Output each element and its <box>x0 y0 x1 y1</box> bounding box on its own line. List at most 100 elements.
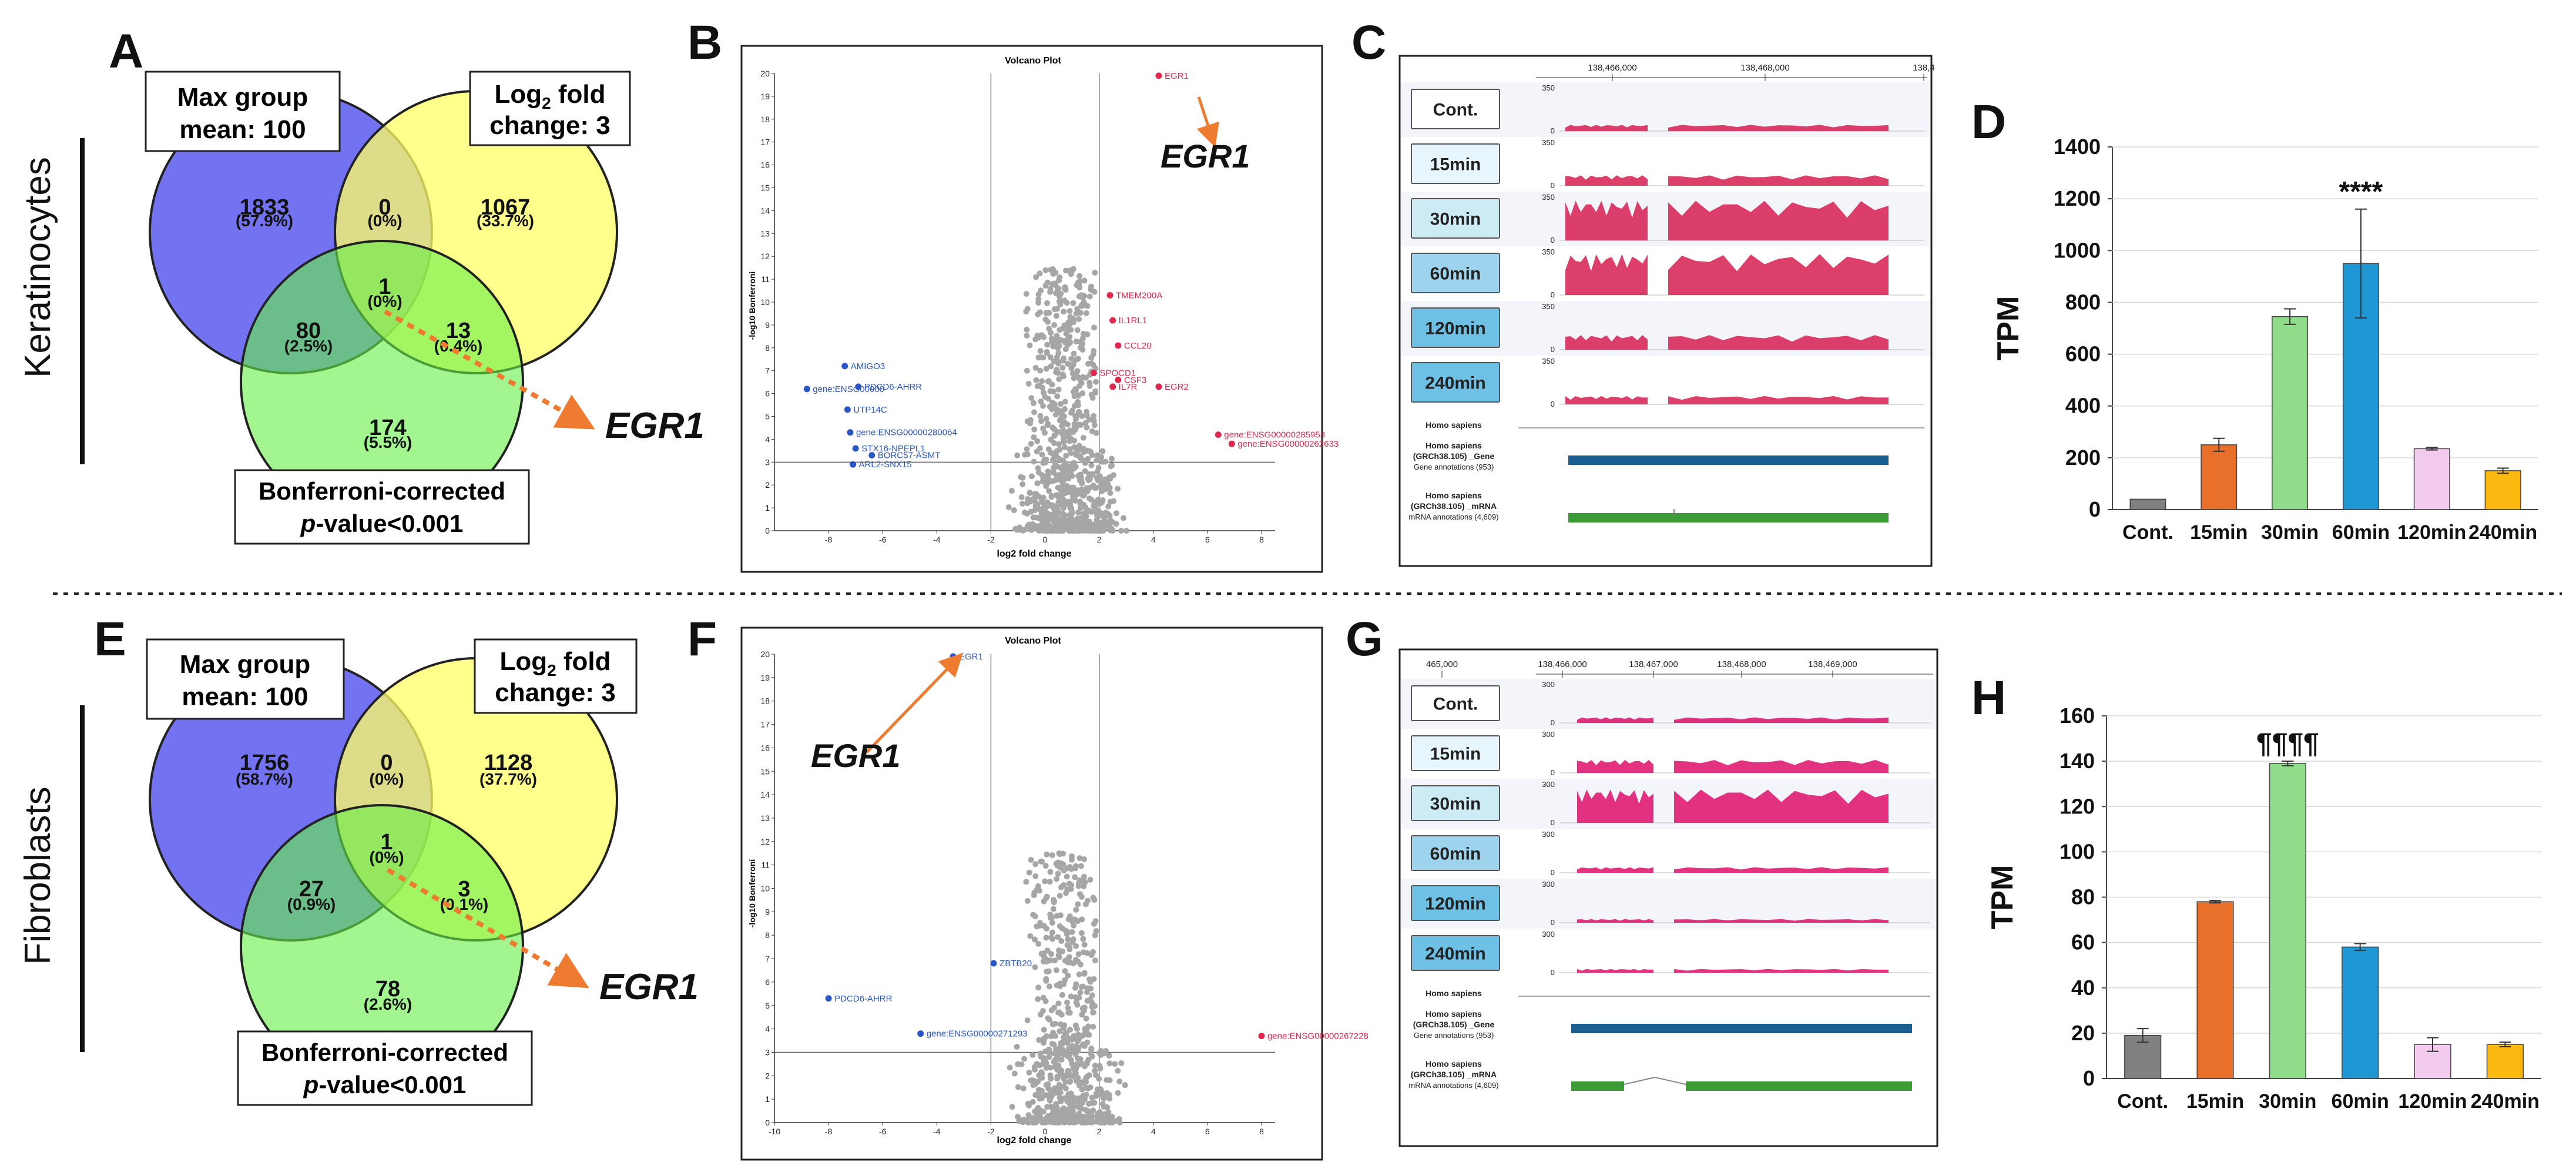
label-line: Max group <box>177 83 308 112</box>
background-point <box>1105 503 1112 510</box>
background-point <box>1042 878 1048 885</box>
background-point <box>1063 453 1069 459</box>
background-point <box>1071 350 1077 357</box>
background-point <box>1090 1024 1096 1030</box>
ruler-label: 138,468,000 <box>1740 63 1789 73</box>
y-tick-label: 16 <box>760 743 770 752</box>
background-point <box>1062 525 1069 532</box>
egr1-label: EGR1 <box>605 406 705 446</box>
background-point <box>1049 852 1055 859</box>
background-point <box>1051 898 1058 905</box>
background-point <box>1051 306 1058 313</box>
background-point <box>1042 1048 1048 1054</box>
background-point <box>1076 522 1083 528</box>
y-tick-label: 160 <box>2060 704 2095 728</box>
label-line: change: 3 <box>489 111 610 140</box>
background-point <box>1007 1064 1013 1071</box>
background-point <box>1058 938 1065 944</box>
region-count: 174 <box>369 416 406 440</box>
background-point <box>1046 522 1052 528</box>
background-point <box>1086 476 1093 483</box>
plot-frame <box>740 45 1323 573</box>
background-point <box>1047 354 1054 360</box>
coverage-peak <box>1674 717 1889 723</box>
background-point <box>1107 490 1113 496</box>
x-tick-label: 240min <box>2468 521 2537 544</box>
highlight-point <box>1228 440 1235 447</box>
y-tick-label: 600 <box>2065 342 2101 366</box>
y-tick-label: 4 <box>765 1024 770 1034</box>
background-point <box>1074 368 1081 374</box>
background-point <box>1049 406 1055 413</box>
highlight-point <box>803 386 810 393</box>
background-point <box>1079 1033 1086 1039</box>
ruler-label: 138,469,000 <box>1808 659 1857 669</box>
background-point <box>1058 1098 1064 1104</box>
point-label: CSF3 <box>1124 375 1146 385</box>
coverage-peak <box>1668 254 1889 295</box>
background-point <box>1033 274 1039 280</box>
annotation-arrow <box>866 652 963 753</box>
background-point <box>1070 936 1076 943</box>
highlight-point <box>1215 431 1222 438</box>
region-count: 1 <box>378 274 391 299</box>
track-zero-label: 0 <box>1551 768 1555 777</box>
background-point <box>1101 1095 1108 1101</box>
panel-label: D <box>1971 95 2006 149</box>
background-point <box>1072 527 1079 534</box>
background-point <box>1044 527 1050 534</box>
track-max-label: 350 <box>1542 247 1555 256</box>
background-point <box>1025 1112 1032 1118</box>
sample-label: 60min <box>1430 845 1481 864</box>
background-point <box>1018 474 1024 480</box>
background-point <box>1094 527 1100 534</box>
point-label: gene:ENSG00000262633 <box>1237 439 1339 449</box>
background-point <box>1088 508 1095 515</box>
background-point <box>1045 968 1052 974</box>
highlight-point <box>847 429 854 436</box>
x-tick-label: -6 <box>879 1127 887 1136</box>
y-tick-label: 17 <box>760 720 770 729</box>
y-tick-label: 2 <box>765 1071 770 1080</box>
background-point <box>1077 989 1084 996</box>
background-point <box>1105 481 1111 487</box>
background-point <box>1026 1069 1032 1076</box>
background-point <box>1043 483 1049 489</box>
background-point <box>1081 970 1088 977</box>
x-tick-label: -8 <box>825 1127 833 1136</box>
background-point <box>1061 309 1067 315</box>
y-tick-label: 8 <box>765 930 770 940</box>
background-point <box>1076 443 1082 449</box>
panel-label: G <box>1346 612 1383 666</box>
coverage-peak <box>1565 200 1648 240</box>
ruler-label: 138,4 <box>1913 63 1935 73</box>
coverage-peak <box>1668 396 1889 404</box>
point-label: SPOCD1 <box>1099 369 1136 378</box>
highlight-point <box>868 452 876 459</box>
highlight-point <box>852 445 859 452</box>
background-point <box>1073 981 1079 987</box>
y-tick-label: 19 <box>760 92 770 101</box>
background-point <box>1054 366 1060 373</box>
background-point <box>1066 308 1073 314</box>
background-point <box>1041 514 1047 521</box>
background-point <box>1073 906 1079 913</box>
x-tick-label: 120min <box>2398 1090 2467 1113</box>
background-point <box>1076 517 1082 524</box>
background-point <box>1024 451 1031 458</box>
background-point <box>1052 459 1058 465</box>
background-point <box>1047 286 1054 292</box>
bar <box>2413 448 2450 510</box>
sample-label: Cont. <box>1433 695 1478 714</box>
background-point <box>1048 330 1054 336</box>
coverage-peak <box>1668 125 1889 131</box>
background-point <box>1068 1104 1074 1110</box>
y-axis-label: -log10 Bonferroni <box>747 859 757 928</box>
point-label: UTP14C <box>853 405 887 415</box>
background-point <box>1079 340 1086 347</box>
background-point <box>1040 403 1046 409</box>
background-point <box>1049 527 1055 534</box>
x-tick-label: 30min <box>2259 1090 2316 1113</box>
background-point <box>1066 915 1073 921</box>
venn-label-pvalue: Bonferroni-corrected p-value<0.001 <box>237 1030 533 1106</box>
